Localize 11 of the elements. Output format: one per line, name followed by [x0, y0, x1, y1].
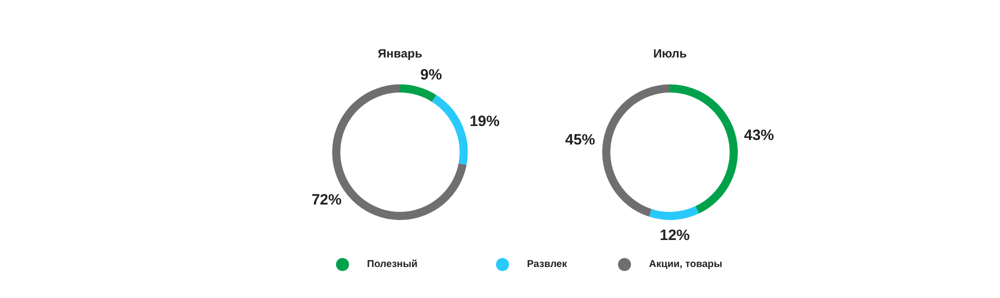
data-label: 72%	[312, 192, 342, 209]
legend-label: Полезный	[367, 259, 418, 270]
legend-label: Акции, товары	[649, 259, 722, 270]
data-label: 43%	[744, 126, 774, 144]
legend-label: Развлек	[527, 259, 567, 270]
data-label: 9%	[420, 66, 442, 84]
data-label: 45%	[565, 131, 596, 148]
chart-title: Январь	[378, 46, 422, 61]
chart-title: Июль	[653, 46, 687, 61]
data-label: 12%	[660, 226, 690, 244]
data-label: 19%	[470, 113, 500, 130]
